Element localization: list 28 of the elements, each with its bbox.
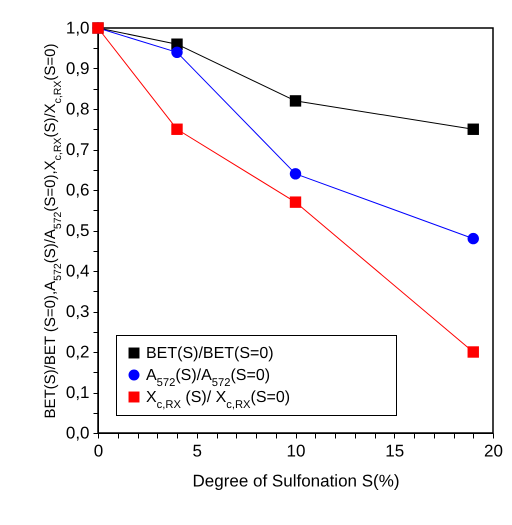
point	[171, 46, 183, 58]
y-tick-label: 0,3	[66, 302, 90, 321]
legend-label: A$_{572}$(S)/A$_{572}$(S=0)	[146, 367, 270, 389]
point	[468, 346, 479, 358]
y-tick-label: 1,0	[66, 18, 90, 38]
x-tick-label: 5	[192, 442, 202, 460]
y-tick-label: 0,5	[66, 221, 90, 240]
y-tick-label: 0,7	[66, 140, 90, 159]
point	[290, 168, 302, 180]
legend-label: BET(S)/BET(S=0)	[146, 345, 274, 362]
x-tick-label: 10	[286, 442, 306, 460]
y-tick-label: 0,1	[66, 383, 90, 402]
point	[290, 95, 302, 107]
legend-label: X$_{c,RX}$ (S)/ X$_{c,RX}$(S=0)	[146, 389, 290, 411]
point	[468, 232, 479, 244]
y-tick-label: 0,4	[66, 262, 90, 280]
y-tick-label: 0,9	[66, 59, 90, 78]
x-tick-label: 20	[484, 442, 503, 460]
x-tick-label: 0	[94, 442, 104, 460]
x-axis-title: Degree of Sulfonation S(%)	[192, 472, 400, 490]
x-tick-label: 15	[385, 442, 404, 460]
point	[171, 124, 183, 135]
point	[290, 196, 302, 208]
y-tick-label: 0,8	[66, 100, 90, 118]
y-tick-label: 0,6	[66, 180, 90, 200]
y-tick-label: 0,2	[66, 342, 90, 362]
y-tick-label: 0,0	[66, 424, 90, 442]
point	[468, 124, 479, 135]
